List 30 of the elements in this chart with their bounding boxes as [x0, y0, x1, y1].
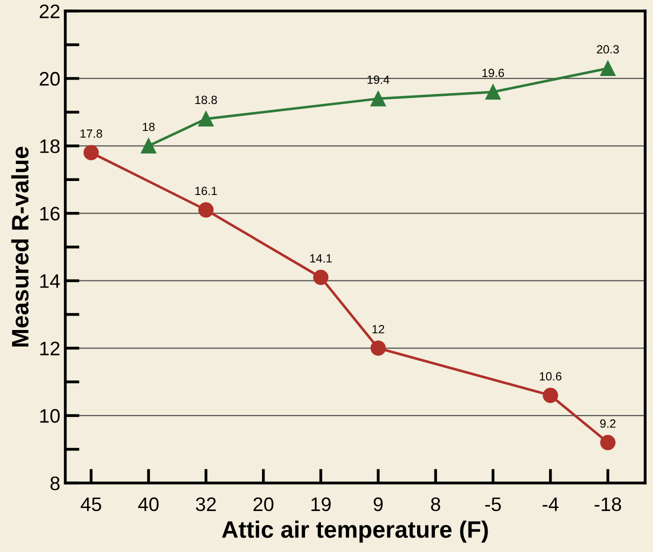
y-tick-label: 18 [40, 139, 60, 154]
x-tick-label: 19 [311, 497, 331, 512]
y-tick-label: 20 [40, 72, 60, 86]
data-label: 19.6 [482, 68, 504, 78]
data-label: 18.8 [195, 96, 217, 104]
y-tick-label: 12 [40, 342, 60, 356]
x-tick-label: -4 [542, 498, 559, 511]
x-tick-label: 45 [80, 498, 102, 512]
data-label: 18 [142, 122, 155, 132]
x-tick-label: -5 [485, 498, 501, 512]
y-tick-label: 10 [40, 409, 60, 423]
x-tick-label: 9 [374, 497, 383, 512]
data-label: 16.1 [195, 186, 217, 196]
x-tick-label: 8 [431, 497, 440, 512]
y-tick-label: 8 [50, 476, 60, 490]
x-tick-label: 40 [138, 497, 159, 512]
x-tick-label: 20 [254, 497, 274, 512]
data-label: 14.1 [310, 254, 332, 262]
y-tick-label: 22 [40, 4, 60, 18]
y-tick-label: 16 [40, 206, 60, 221]
data-label: 17.8 [80, 129, 102, 138]
x-axis-title: Attic air temperature (F) [222, 520, 488, 543]
data-label: 10.6 [540, 372, 562, 381]
x-tick-label: -18 [594, 497, 622, 512]
x-tick-label: 32 [196, 497, 216, 512]
y-tick-label: 14 [40, 274, 60, 288]
data-label: 12 [372, 324, 384, 334]
y-axis-title: Measured R-value [11, 146, 29, 346]
data-label: 9.2 [600, 419, 616, 428]
data-label: 20.3 [596, 45, 619, 54]
